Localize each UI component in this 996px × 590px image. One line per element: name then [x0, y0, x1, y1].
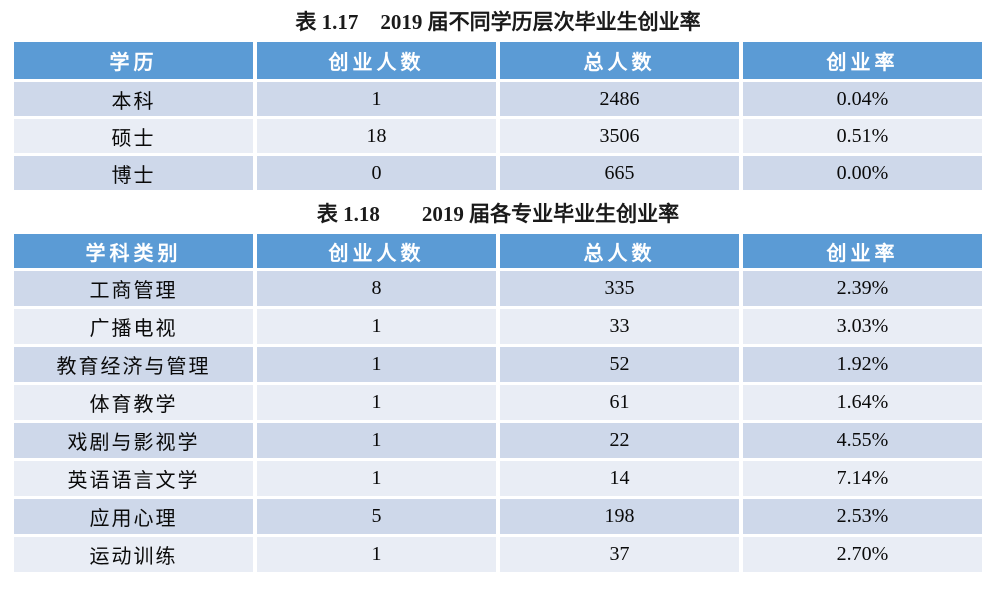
- cell-entrepreneur-count: 1: [257, 347, 496, 382]
- cell-total-count: 2486: [500, 82, 739, 116]
- document-page: 表 1.17 2019 届不同学历层次毕业生创业率 学历 创业人数 总人数 创业率…: [0, 7, 996, 575]
- cell-rate: 0.04%: [743, 82, 982, 116]
- cell-category: 运动训练: [14, 537, 253, 572]
- table-row-sports-training: 运动训练 1 37 2.70%: [14, 537, 982, 572]
- cell-total-count: 37: [500, 537, 739, 572]
- cell-category: 应用心理: [14, 499, 253, 534]
- table-1-caption-number: 表 1.17: [295, 10, 359, 34]
- cell-total-count: 61: [500, 385, 739, 420]
- table-2-caption-text: 2019 届各专业毕业生创业率: [421, 202, 680, 226]
- cell-category: 硕士: [14, 119, 253, 153]
- cell-rate: 3.03%: [743, 309, 982, 344]
- column-header-education: 学历: [14, 42, 253, 79]
- cell-entrepreneur-count: 8: [257, 271, 496, 306]
- cell-rate: 1.92%: [743, 347, 982, 382]
- table-2-caption: 表 1.18 2019 届各专业毕业生创业率: [10, 199, 986, 229]
- column-header-entrepreneur-count: 创业人数: [257, 234, 496, 268]
- education-level-entrepreneurship-table: 学历 创业人数 总人数 创业率 本科 1 2486 0.04% 硕士 18 35…: [10, 39, 986, 193]
- column-header-subject-category: 学科类别: [14, 234, 253, 268]
- cell-entrepreneur-count: 5: [257, 499, 496, 534]
- column-header-total-count: 总人数: [500, 234, 739, 268]
- major-entrepreneurship-table: 学科类别 创业人数 总人数 创业率 工商管理 8 335 2.39% 广播电视 …: [10, 231, 986, 575]
- table-row-drama-film-studies: 戏剧与影视学 1 22 4.55%: [14, 423, 982, 458]
- column-header-rate: 创业率: [743, 42, 982, 79]
- cell-entrepreneur-count: 18: [257, 119, 496, 153]
- column-header-total-count: 总人数: [500, 42, 739, 79]
- cell-category: 体育教学: [14, 385, 253, 420]
- cell-category: 戏剧与影视学: [14, 423, 253, 458]
- cell-rate: 2.39%: [743, 271, 982, 306]
- cell-rate: 2.53%: [743, 499, 982, 534]
- cell-entrepreneur-count: 1: [257, 309, 496, 344]
- table-1-caption-text: 2019 届不同学历层次毕业生创业率: [380, 10, 701, 34]
- table-row-doctor: 博士 0 665 0.00%: [14, 156, 982, 190]
- cell-total-count: 198: [500, 499, 739, 534]
- cell-category: 本科: [14, 82, 253, 116]
- table-row-applied-psychology: 应用心理 5 198 2.53%: [14, 499, 982, 534]
- cell-rate: 7.14%: [743, 461, 982, 496]
- cell-category: 教育经济与管理: [14, 347, 253, 382]
- cell-total-count: 3506: [500, 119, 739, 153]
- cell-total-count: 33: [500, 309, 739, 344]
- header-row: 学科类别 创业人数 总人数 创业率: [14, 234, 982, 268]
- cell-rate: 1.64%: [743, 385, 982, 420]
- cell-category: 工商管理: [14, 271, 253, 306]
- table-row-english-language-literature: 英语语言文学 1 14 7.14%: [14, 461, 982, 496]
- cell-entrepreneur-count: 1: [257, 537, 496, 572]
- column-header-entrepreneur-count: 创业人数: [257, 42, 496, 79]
- cell-entrepreneur-count: 1: [257, 461, 496, 496]
- cell-rate: 2.70%: [743, 537, 982, 572]
- cell-rate: 4.55%: [743, 423, 982, 458]
- cell-total-count: 665: [500, 156, 739, 190]
- cell-entrepreneur-count: 1: [257, 385, 496, 420]
- header-row: 学历 创业人数 总人数 创业率: [14, 42, 982, 79]
- cell-rate: 0.00%: [743, 156, 982, 190]
- cell-entrepreneur-count: 0: [257, 156, 496, 190]
- table-1-caption: 表 1.17 2019 届不同学历层次毕业生创业率: [10, 7, 986, 37]
- table-row-master: 硕士 18 3506 0.51%: [14, 119, 982, 153]
- cell-category: 英语语言文学: [14, 461, 253, 496]
- table-2-caption-number: 表 1.18: [316, 202, 380, 226]
- table-row-business-management: 工商管理 8 335 2.39%: [14, 271, 982, 306]
- cell-category: 广播电视: [14, 309, 253, 344]
- table-row-education-economy-management: 教育经济与管理 1 52 1.92%: [14, 347, 982, 382]
- column-header-rate: 创业率: [743, 234, 982, 268]
- cell-total-count: 52: [500, 347, 739, 382]
- cell-total-count: 335: [500, 271, 739, 306]
- table-row-broadcast-tv: 广播电视 1 33 3.03%: [14, 309, 982, 344]
- cell-category: 博士: [14, 156, 253, 190]
- table-row-bachelor: 本科 1 2486 0.04%: [14, 82, 982, 116]
- cell-total-count: 14: [500, 461, 739, 496]
- table-row-physical-education: 体育教学 1 61 1.64%: [14, 385, 982, 420]
- cell-total-count: 22: [500, 423, 739, 458]
- cell-entrepreneur-count: 1: [257, 82, 496, 116]
- cell-entrepreneur-count: 1: [257, 423, 496, 458]
- cell-rate: 0.51%: [743, 119, 982, 153]
